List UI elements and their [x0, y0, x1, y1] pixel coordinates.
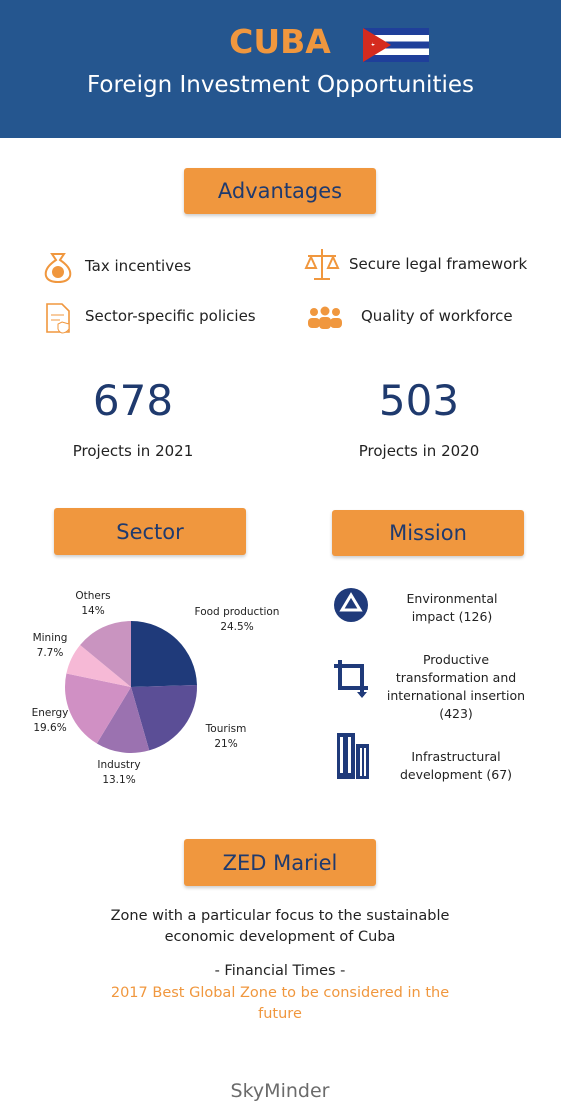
- crop-icon: [334, 660, 368, 698]
- advantage: Sector-specific policies: [85, 307, 256, 325]
- slice-value: 24.5%: [220, 621, 253, 633]
- pie-slice: [80, 621, 131, 687]
- stat-value: 503: [378, 376, 460, 425]
- mission-item: Productive transformation and internatio…: [386, 652, 526, 721]
- slice-value: 14%: [81, 605, 104, 617]
- mission-item: Environmental impact (126): [406, 591, 498, 624]
- advantage: Secure legal framework: [349, 255, 528, 273]
- pie-slice: [131, 685, 197, 751]
- mission-item: Infrastructural development (67): [399, 749, 513, 782]
- advantage: Tax incentives: [85, 257, 192, 275]
- title: CUBA: [229, 22, 331, 61]
- slice-category: Food production: [195, 606, 280, 618]
- zed-heading: ZED Mariel: [184, 839, 376, 886]
- slice-value: 13.1%: [102, 774, 135, 786]
- slice-category: Others: [75, 590, 110, 602]
- people-icon: [308, 306, 342, 329]
- building-icon: [337, 733, 369, 779]
- zed-quote: 2017 Best Global Zone to be considered i…: [110, 985, 450, 1022]
- slice-category: Industry: [97, 759, 140, 771]
- zed-source: - Financial Times -: [214, 963, 346, 979]
- money-icon: [44, 253, 72, 284]
- slice-value: 19.6%: [33, 722, 66, 734]
- advantages-heading: Advantages: [184, 168, 376, 214]
- slice-value: 7.7%: [37, 647, 64, 659]
- slice-category: Energy: [32, 707, 69, 719]
- advantage: Quality of workforce: [361, 307, 513, 325]
- header-band: [0, 0, 561, 138]
- pie-slice: [65, 673, 131, 744]
- flag: [363, 28, 429, 62]
- stat-label: Projects in 2020: [358, 442, 480, 460]
- zed-description: Zone with a particular focus to the sust…: [110, 908, 450, 945]
- subtitle: Foreign Investment Opportunities: [87, 72, 474, 98]
- slice-category: Mining: [33, 632, 68, 644]
- pie-slice: [131, 621, 197, 687]
- pie-chart: Food production 24.5% Tourism 21% Industry 13…: [32, 590, 280, 786]
- scale-icon: [304, 249, 340, 280]
- pie-slice: [66, 644, 131, 687]
- slice-value: 21%: [214, 738, 237, 750]
- sector-heading: Sector: [54, 508, 246, 555]
- recycle-icon: [334, 588, 368, 622]
- document-icon: [46, 303, 70, 334]
- stat-label: Projects in 2021: [72, 442, 194, 460]
- slice-category: Tourism: [205, 723, 247, 735]
- stat-value: 678: [92, 376, 174, 425]
- mission-heading: Mission: [332, 510, 524, 556]
- brand: SkyMinder: [230, 1080, 330, 1102]
- pie-slice: [96, 687, 150, 753]
